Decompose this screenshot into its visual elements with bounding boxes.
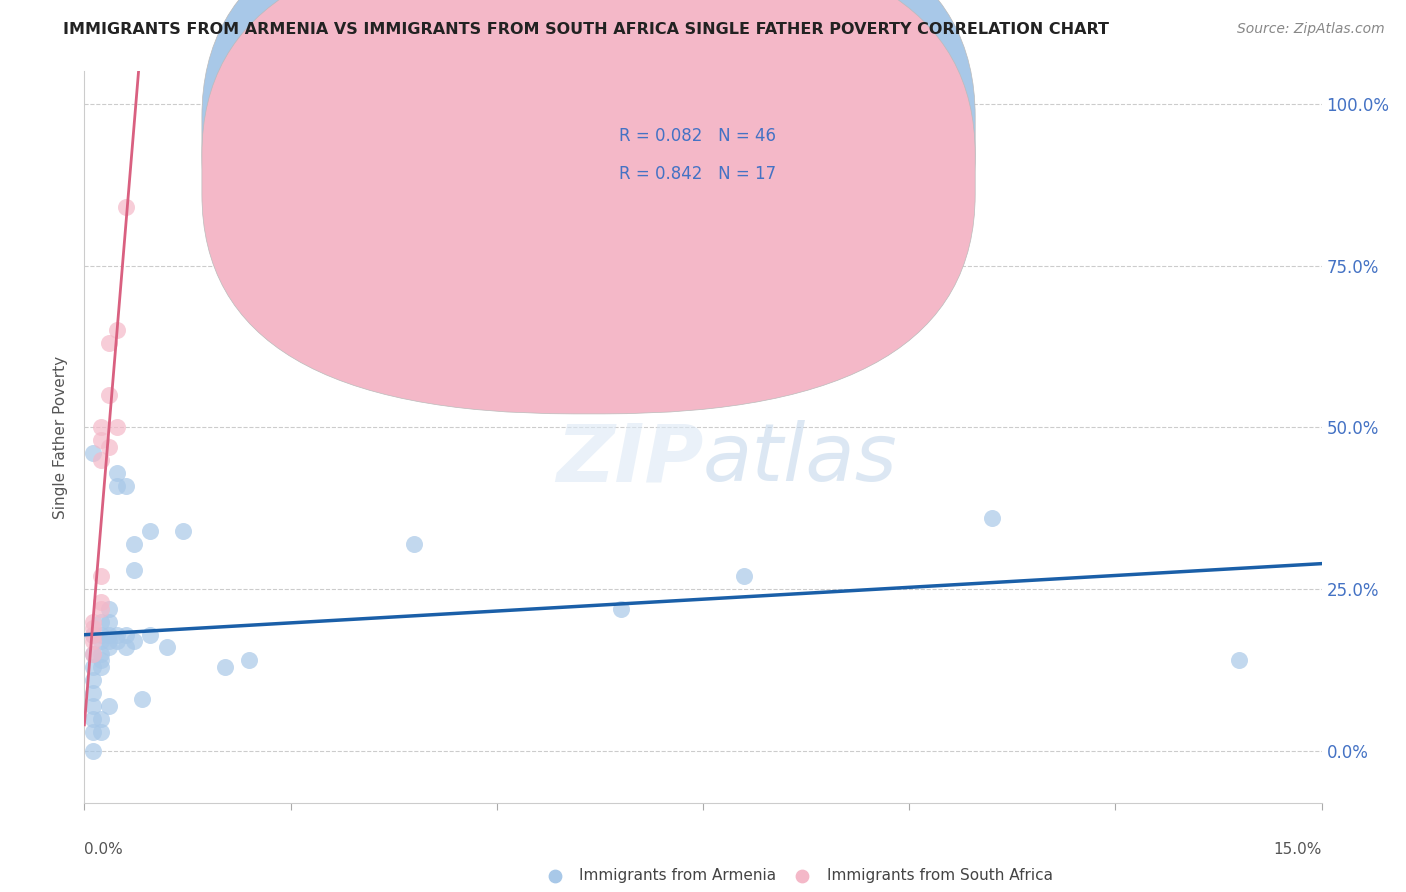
Point — [609, 601, 631, 615]
Text: 15.0%: 15.0% — [1274, 842, 1322, 856]
FancyBboxPatch shape — [202, 0, 976, 376]
Point — [82, 686, 104, 700]
Point — [82, 621, 104, 635]
Point — [114, 200, 136, 214]
Point — [139, 627, 162, 641]
Point — [980, 511, 1002, 525]
FancyBboxPatch shape — [202, 0, 976, 414]
Point — [90, 601, 112, 615]
Point — [90, 634, 112, 648]
Point — [90, 712, 112, 726]
Point — [98, 601, 121, 615]
Point — [90, 452, 112, 467]
Text: Source: ZipAtlas.com: Source: ZipAtlas.com — [1237, 22, 1385, 37]
Point — [114, 478, 136, 492]
Point — [98, 698, 121, 713]
Point — [214, 660, 236, 674]
Point — [90, 615, 112, 629]
Point — [122, 537, 145, 551]
Point — [238, 653, 260, 667]
Point — [105, 420, 128, 434]
Point — [172, 524, 194, 538]
Point — [404, 537, 426, 551]
Point — [105, 634, 128, 648]
Point — [156, 640, 179, 655]
Point — [131, 692, 153, 706]
Point — [82, 627, 104, 641]
Point — [82, 744, 104, 758]
Point — [90, 420, 112, 434]
Point — [82, 673, 104, 687]
Point — [98, 627, 121, 641]
Text: IMMIGRANTS FROM ARMENIA VS IMMIGRANTS FROM SOUTH AFRICA SINGLE FATHER POVERTY CO: IMMIGRANTS FROM ARMENIA VS IMMIGRANTS FR… — [63, 22, 1109, 37]
Text: atlas: atlas — [703, 420, 898, 498]
FancyBboxPatch shape — [543, 94, 876, 211]
Point — [82, 446, 104, 460]
Point — [82, 712, 104, 726]
Point — [90, 595, 112, 609]
Point — [82, 634, 104, 648]
Point — [105, 466, 128, 480]
Point — [82, 647, 104, 661]
Point — [82, 724, 104, 739]
Text: Immigrants from South Africa: Immigrants from South Africa — [827, 869, 1053, 883]
Point — [122, 634, 145, 648]
Point — [98, 640, 121, 655]
Point — [105, 627, 128, 641]
Point — [82, 647, 104, 661]
Point — [90, 724, 112, 739]
Point — [90, 569, 112, 583]
Point — [90, 434, 112, 448]
Point — [114, 627, 136, 641]
Point — [90, 660, 112, 674]
Point — [1227, 653, 1250, 667]
Point — [139, 524, 162, 538]
Y-axis label: Single Father Poverty: Single Father Poverty — [53, 356, 69, 518]
Text: Immigrants from Armenia: Immigrants from Armenia — [579, 869, 776, 883]
Point — [98, 388, 121, 402]
Point — [733, 569, 755, 583]
Point — [114, 640, 136, 655]
Text: R = 0.842   N = 17: R = 0.842 N = 17 — [619, 165, 776, 184]
Point — [82, 698, 104, 713]
Point — [105, 323, 128, 337]
Point — [82, 627, 104, 641]
Point — [90, 647, 112, 661]
Point — [82, 615, 104, 629]
Text: 0.0%: 0.0% — [84, 842, 124, 856]
Point — [98, 634, 121, 648]
Text: ZIP: ZIP — [555, 420, 703, 498]
Point — [122, 563, 145, 577]
Point — [90, 627, 112, 641]
Text: R = 0.082   N = 46: R = 0.082 N = 46 — [619, 128, 776, 145]
Point — [82, 660, 104, 674]
Point — [90, 653, 112, 667]
Point — [98, 440, 121, 454]
Point — [105, 478, 128, 492]
Point — [98, 336, 121, 351]
Point — [98, 615, 121, 629]
